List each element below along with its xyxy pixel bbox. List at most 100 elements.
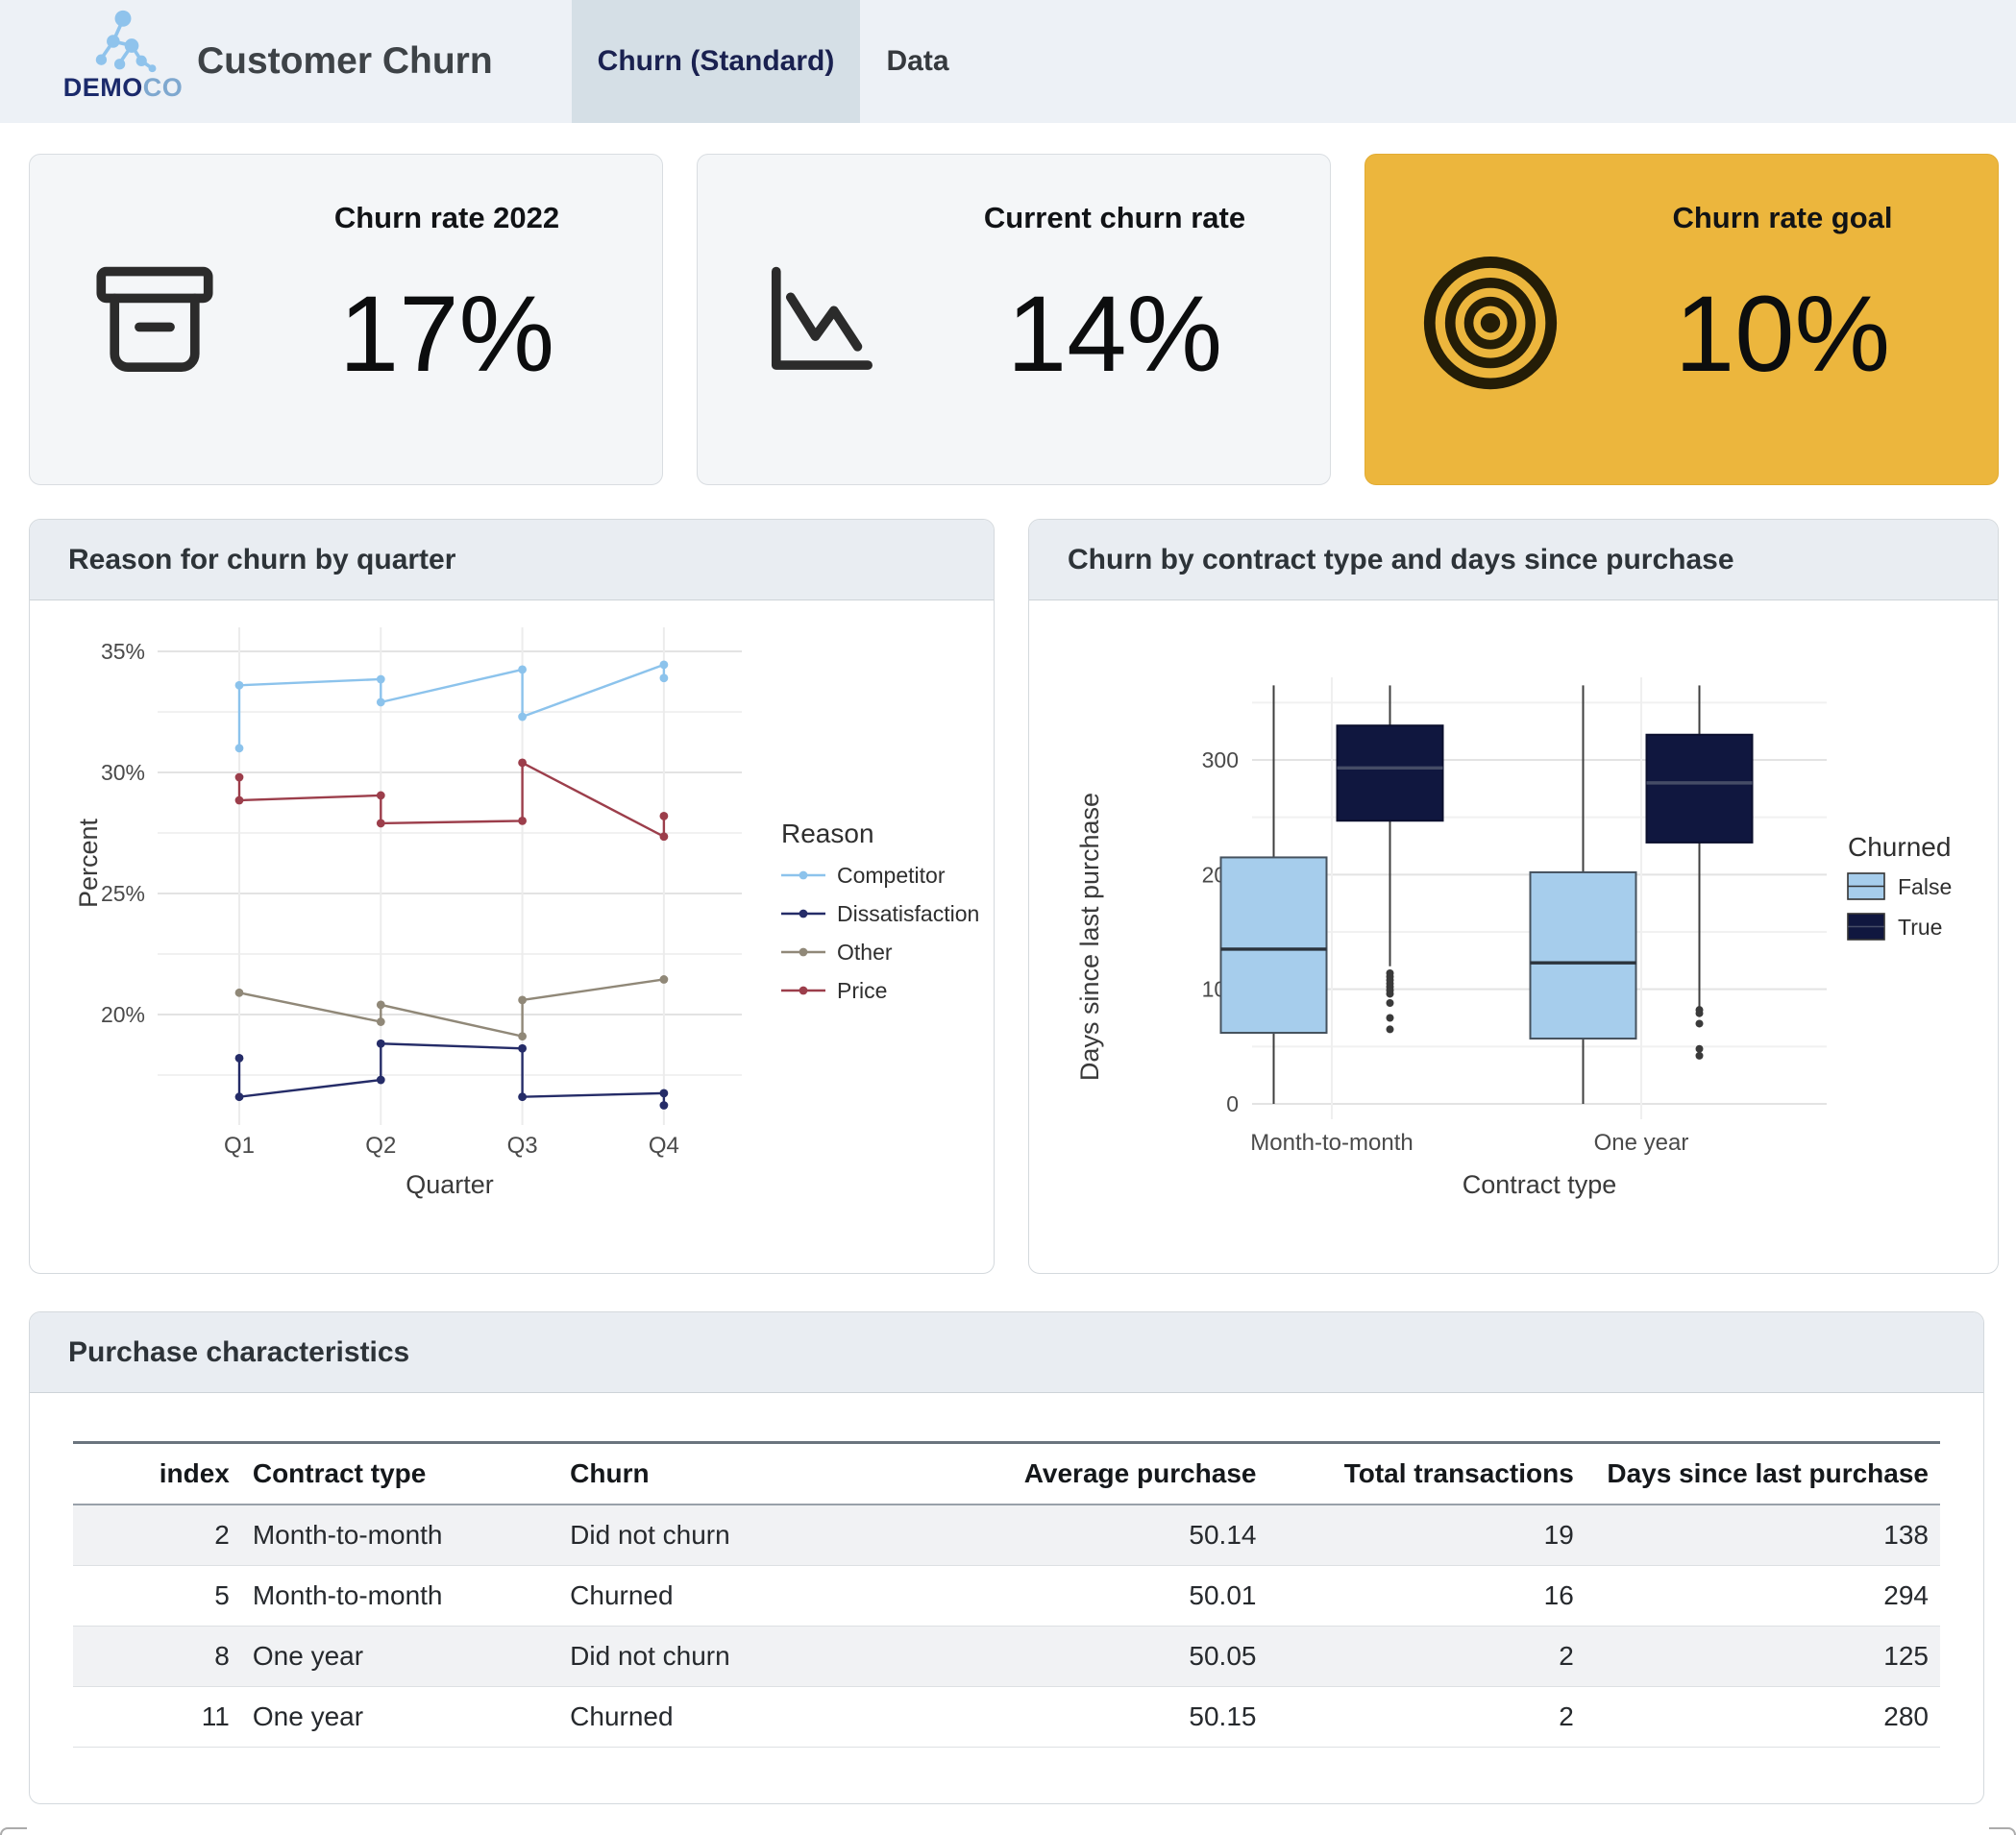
top-navigation-bar: DEMOCO Customer Churn Churn (Standard) D… [0, 0, 2016, 123]
table-header: index Contract type Churn Average purchase T… [73, 1441, 1940, 1505]
table-row: 2 Month-to-month Did not churn 50.14 19 138 [73, 1505, 1940, 1566]
column-header-index: index [73, 1441, 241, 1505]
data-point [376, 791, 385, 800]
box-month-to-month-true [1336, 685, 1444, 1034]
table-cell: Churned [558, 1686, 951, 1748]
svg-text:One year: One year [1594, 1130, 1689, 1156]
kpi-title: Current churn rate [983, 201, 1246, 234]
panel-reason-for-churn: Reason for churn by quarter 35% 30% 25% 20%… [29, 519, 995, 1274]
column-header-average-purchase: Average purchase [950, 1441, 1268, 1505]
panel-churn-by-contract: Churn by contract type and days since pu… [1028, 519, 1999, 1274]
svg-text:20%: 20% [101, 1002, 145, 1027]
svg-text:Quarter: Quarter [406, 1170, 494, 1199]
kpi-value: 10% [1674, 274, 1891, 394]
purchase-characteristics-table: index Contract type Churn Average purchase T… [73, 1441, 1940, 1748]
table-row: 8 One year Did not churn 50.05 2 125 [73, 1626, 1940, 1687]
data-point [376, 1000, 385, 1010]
data-point [376, 1039, 385, 1048]
table-cell: Month-to-month [240, 1565, 559, 1627]
svg-text:Dissatisfaction: Dissatisfaction [837, 901, 979, 926]
data-point [234, 772, 244, 782]
svg-text:Q1: Q1 [224, 1133, 255, 1159]
table-row: 5 Month-to-month Churned 50.01 16 294 [73, 1565, 1940, 1627]
panel-title: Churn by contract type and days since pu… [1029, 520, 1998, 600]
table-row: 11 One year Churned 50.15 2 280 [73, 1686, 1940, 1748]
kpi-card-churn-rate-2022: Churn rate 2022 17% [29, 154, 663, 485]
kpi-title: Churn rate 2022 [333, 201, 560, 234]
column-header-contract-type: Contract type [240, 1441, 559, 1505]
data-point [659, 1101, 669, 1110]
molecule-logo-icon [95, 10, 157, 73]
data-point [518, 1032, 527, 1041]
data-point [376, 697, 385, 707]
column-header-total-transactions: Total transactions [1267, 1441, 1586, 1505]
svg-text:Reason: Reason [781, 819, 874, 848]
table-cell: 50.15 [950, 1686, 1268, 1748]
svg-text:Churned: Churned [1848, 832, 1951, 862]
table-cell: 2 [1267, 1686, 1586, 1748]
svg-text:Month-to-month: Month-to-month [1250, 1130, 1413, 1156]
svg-text:Q3: Q3 [507, 1133, 538, 1159]
table-cell: 19 [1267, 1505, 1586, 1566]
data-point [518, 665, 527, 674]
table-cell: 11 [73, 1686, 241, 1748]
svg-text:300: 300 [1202, 747, 1239, 772]
table-cell: 2 [1267, 1626, 1586, 1687]
table-cell: 50.05 [950, 1626, 1268, 1687]
data-point [234, 988, 244, 997]
panel-title: Reason for churn by quarter [30, 520, 994, 600]
table-cell: 125 [1585, 1626, 1940, 1687]
tab-data[interactable]: Data [886, 45, 949, 77]
svg-text:False: False [1898, 874, 1952, 899]
tab-churn-standard[interactable]: Churn (Standard) [572, 0, 860, 123]
box-one-year-false [1529, 685, 1637, 1104]
svg-text:Q2: Q2 [365, 1133, 396, 1159]
next-card-top-right-corner [1989, 1827, 2016, 1835]
data-point [659, 1089, 669, 1098]
table-cell: 138 [1585, 1505, 1940, 1566]
company-logo: DEMOCO [56, 8, 190, 115]
svg-text:0: 0 [1226, 1091, 1239, 1116]
kpi-card-churn-rate-goal: Churn rate goal 10% [1364, 154, 1999, 485]
table-cell: One year [240, 1626, 559, 1687]
table-cell: Did not churn [558, 1505, 951, 1566]
table-cell: 8 [73, 1626, 241, 1687]
svg-text:Other: Other [837, 940, 893, 965]
svg-text:Days since last purchase: Days since last purchase [1075, 793, 1104, 1081]
svg-text:Price: Price [837, 978, 887, 1003]
svg-text:35%: 35% [101, 639, 145, 664]
series-line-price [237, 760, 666, 839]
chart-line-down-icon [750, 249, 895, 393]
svg-text:Competitor: Competitor [837, 863, 946, 888]
next-card-top-left-corner [0, 1827, 27, 1835]
table-cell: 50.14 [950, 1505, 1268, 1566]
brand-name: DEMOCO [62, 73, 184, 102]
table-cell: 294 [1585, 1565, 1940, 1627]
data-point [234, 795, 244, 805]
page-title: Customer Churn [197, 40, 493, 82]
table-cell: One year [240, 1686, 559, 1748]
data-point [518, 1092, 527, 1102]
data-point [376, 674, 385, 684]
table-cell: 50.01 [950, 1565, 1268, 1627]
data-point [659, 832, 669, 842]
data-point [376, 1075, 385, 1085]
kpi-value: 17% [338, 274, 555, 394]
svg-text:Percent: Percent [74, 818, 103, 908]
data-point [659, 673, 669, 683]
column-header-churn: Churn [558, 1441, 951, 1505]
svg-text:30%: 30% [101, 760, 145, 785]
data-point [659, 811, 669, 820]
table-cell: 5 [73, 1565, 241, 1627]
reason-line-chart: 35% 30% 25% 20% Q1 Q2 Q3 Q4 Quarter Percent Reason… [74, 627, 979, 1199]
data-point [234, 1053, 244, 1063]
kpi-card-current-churn-rate: Current churn rate 14% [697, 154, 1331, 485]
series-line-competitor [237, 663, 666, 748]
table-cell: Month-to-month [240, 1505, 559, 1566]
data-point [659, 660, 669, 670]
table-cell: 280 [1585, 1686, 1940, 1748]
table-cell: 2 [73, 1505, 241, 1566]
data-point [234, 1092, 244, 1102]
